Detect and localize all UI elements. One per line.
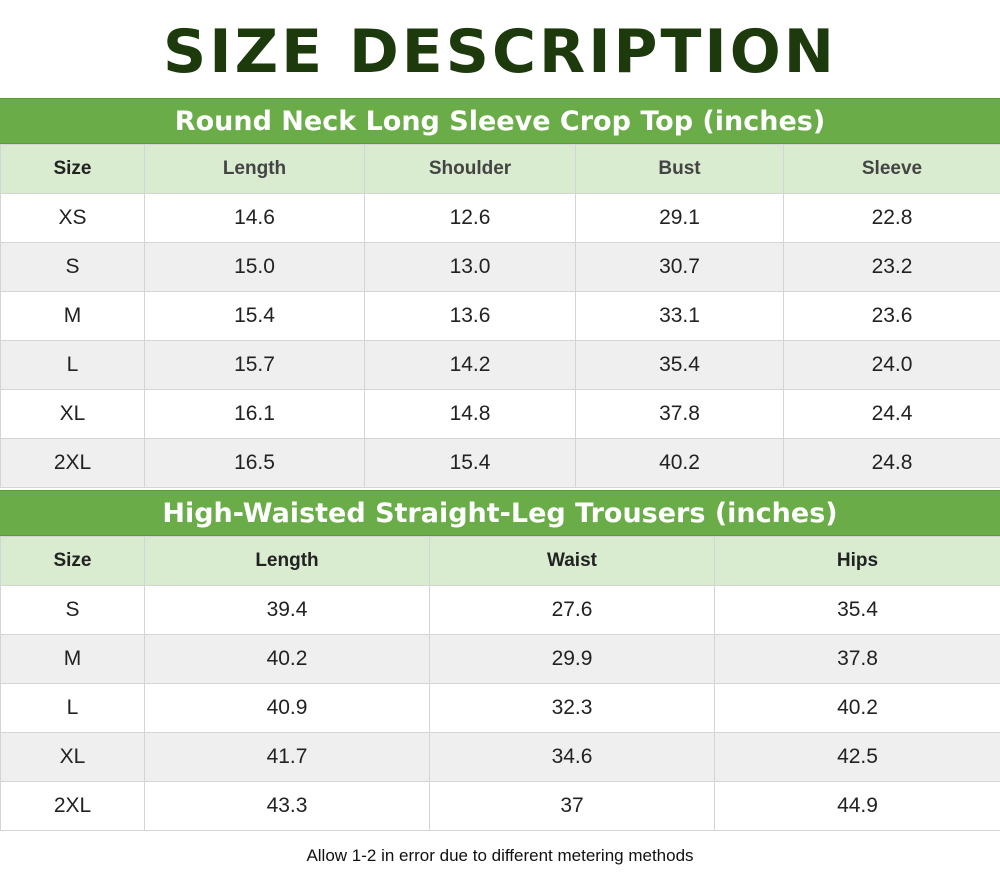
hips-cell: 37.8 [714, 634, 1000, 684]
tops-header-row: Size Length Shoulder Bust Sleeve [0, 144, 1000, 194]
length-cell: 15.0 [144, 242, 365, 292]
sleeve-cell: 24.4 [783, 389, 1000, 439]
waist-cell: 32.3 [429, 683, 715, 733]
size-cell: S [0, 242, 145, 292]
trousers-header-row: Size Length Waist Hips [0, 536, 1000, 586]
bust-cell: 35.4 [575, 340, 784, 390]
tops-size-table: Size Length Shoulder Bust Sleeve XS 14.6… [0, 144, 1000, 488]
waist-cell: 27.6 [429, 585, 715, 635]
length-cell: 14.6 [144, 193, 365, 243]
table-row: XL 16.1 14.8 37.8 24.4 [0, 389, 1000, 439]
sleeve-cell: 22.8 [783, 193, 1000, 243]
trousers-size-table: Size Length Waist Hips S 39.4 27.6 35.4 … [0, 536, 1000, 831]
hips-cell: 44.9 [714, 781, 1000, 831]
size-cell: S [0, 585, 145, 635]
sleeve-cell: 23.6 [783, 291, 1000, 341]
length-cell: 15.7 [144, 340, 365, 390]
table-row: 2XL 43.3 37 44.9 [0, 781, 1000, 831]
bust-cell: 37.8 [575, 389, 784, 439]
length-cell: 15.4 [144, 291, 365, 341]
table-row: S 15.0 13.0 30.7 23.2 [0, 242, 1000, 292]
table-row: L 40.9 32.3 40.2 [0, 683, 1000, 733]
bust-cell: 29.1 [575, 193, 784, 243]
column-header-shoulder: Shoulder [364, 144, 576, 194]
shoulder-cell: 14.2 [364, 340, 576, 390]
shoulder-cell: 12.6 [364, 193, 576, 243]
size-cell: XL [0, 389, 145, 439]
page-title: SIZE DESCRIPTION [163, 17, 837, 87]
trousers-size-section: High-Waisted Straight-Leg Trousers (inch… [0, 490, 1000, 831]
measurement-note: Allow 1-2 in error due to different mete… [306, 846, 694, 865]
sleeve-cell: 24.0 [783, 340, 1000, 390]
length-cell: 41.7 [144, 732, 430, 782]
column-header-hips: Hips [714, 536, 1000, 586]
shoulder-cell: 13.0 [364, 242, 576, 292]
hips-cell: 42.5 [714, 732, 1000, 782]
shoulder-cell: 14.8 [364, 389, 576, 439]
column-header-length: Length [144, 144, 365, 194]
size-cell: 2XL [0, 781, 145, 831]
shoulder-cell: 13.6 [364, 291, 576, 341]
waist-cell: 34.6 [429, 732, 715, 782]
tops-size-section: Round Neck Long Sleeve Crop Top (inches)… [0, 98, 1000, 488]
bust-cell: 30.7 [575, 242, 784, 292]
table-row: S 39.4 27.6 35.4 [0, 585, 1000, 635]
table-row: XL 41.7 34.6 42.5 [0, 732, 1000, 782]
table-row: M 40.2 29.9 37.8 [0, 634, 1000, 684]
sleeve-cell: 24.8 [783, 438, 1000, 488]
length-cell: 16.1 [144, 389, 365, 439]
size-cell: XL [0, 732, 145, 782]
table-row: 2XL 16.5 15.4 40.2 24.8 [0, 438, 1000, 488]
size-cell: XS [0, 193, 145, 243]
waist-cell: 37 [429, 781, 715, 831]
sleeve-cell: 23.2 [783, 242, 1000, 292]
size-cell: 2XL [0, 438, 145, 488]
column-header-length: Length [144, 536, 430, 586]
bust-cell: 40.2 [575, 438, 784, 488]
length-cell: 40.2 [144, 634, 430, 684]
table-row: XS 14.6 12.6 29.1 22.8 [0, 193, 1000, 243]
table-row: M 15.4 13.6 33.1 23.6 [0, 291, 1000, 341]
size-cell: M [0, 634, 145, 684]
length-cell: 43.3 [144, 781, 430, 831]
size-cell: M [0, 291, 145, 341]
length-cell: 40.9 [144, 683, 430, 733]
column-header-size: Size [0, 536, 145, 586]
hips-cell: 40.2 [714, 683, 1000, 733]
column-header-bust: Bust [575, 144, 784, 194]
length-cell: 39.4 [144, 585, 430, 635]
bust-cell: 33.1 [575, 291, 784, 341]
length-cell: 16.5 [144, 438, 365, 488]
size-cell: L [0, 683, 145, 733]
column-header-size: Size [0, 144, 145, 194]
tops-table-heading: Round Neck Long Sleeve Crop Top (inches) [0, 98, 1000, 144]
trousers-table-heading: High-Waisted Straight-Leg Trousers (inch… [0, 490, 1000, 536]
waist-cell: 29.9 [429, 634, 715, 684]
shoulder-cell: 15.4 [364, 438, 576, 488]
column-header-waist: Waist [429, 536, 715, 586]
hips-cell: 35.4 [714, 585, 1000, 635]
table-row: L 15.7 14.2 35.4 24.0 [0, 340, 1000, 390]
column-header-sleeve: Sleeve [783, 144, 1000, 194]
size-cell: L [0, 340, 145, 390]
